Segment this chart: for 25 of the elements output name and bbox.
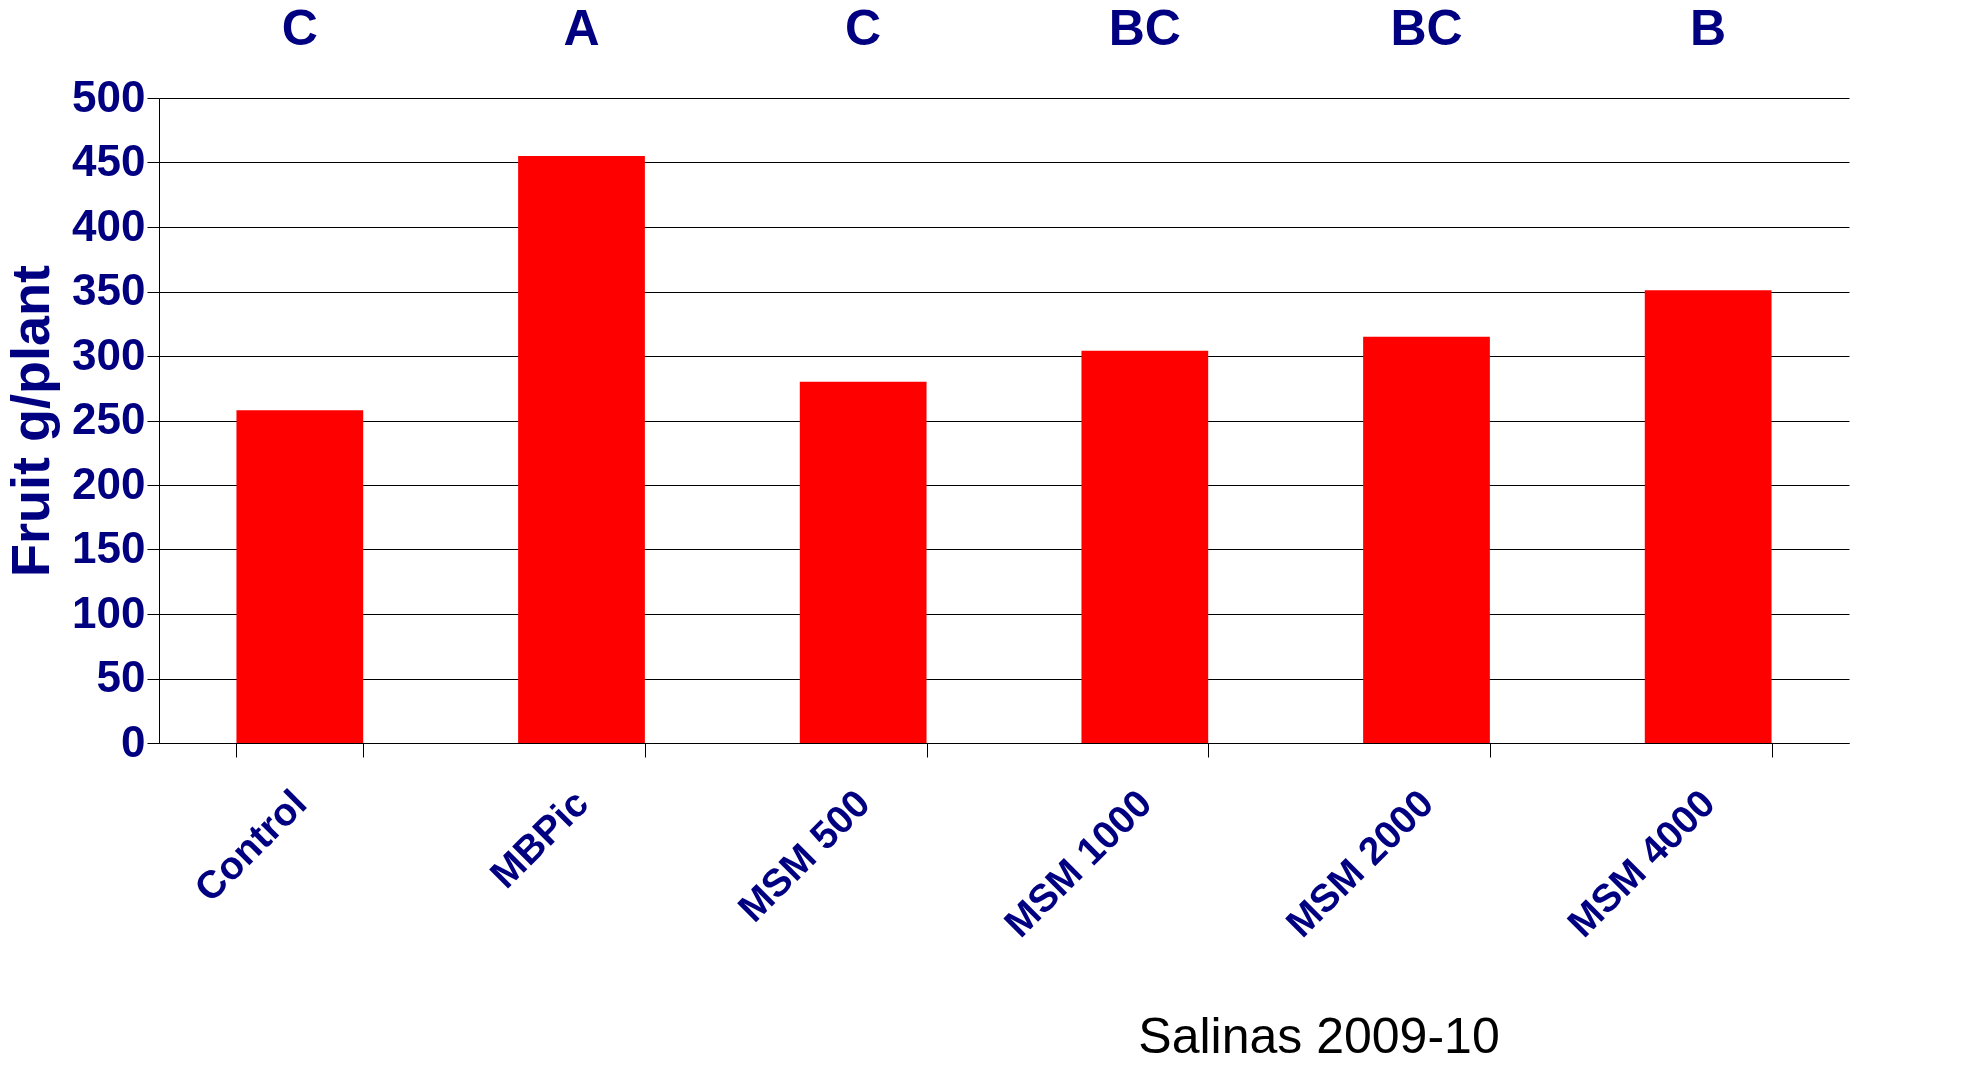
y-tick-label: 500 [72,71,146,121]
text: B [1690,0,1727,56]
y-tick-label: 250 [72,394,146,443]
bar [1644,290,1772,743]
y-tick-label: 300 [72,329,146,379]
y-tick-label: 0 [121,716,146,766]
y-tick-label: 350 [72,265,146,314]
y-axis-title: Fruit g/plant [0,265,61,577]
text: BC [1390,0,1463,56]
text: C [281,0,318,56]
bar [1081,350,1209,743]
text: BC [1108,0,1181,56]
y-tick-label: 100 [72,587,146,637]
text: Salinas 2009-10 [1138,1008,1500,1064]
bar [518,156,645,743]
y-tick-label: 400 [72,200,146,250]
y-tick-label: 150 [72,523,146,572]
text: A [563,0,600,56]
y-tick-label: 450 [72,136,146,185]
bar [236,410,364,743]
y-tick-label: 200 [72,458,146,508]
y-tick-label: 50 [96,652,146,701]
bar [1363,336,1490,743]
text: C [845,0,882,56]
bar [799,381,927,743]
